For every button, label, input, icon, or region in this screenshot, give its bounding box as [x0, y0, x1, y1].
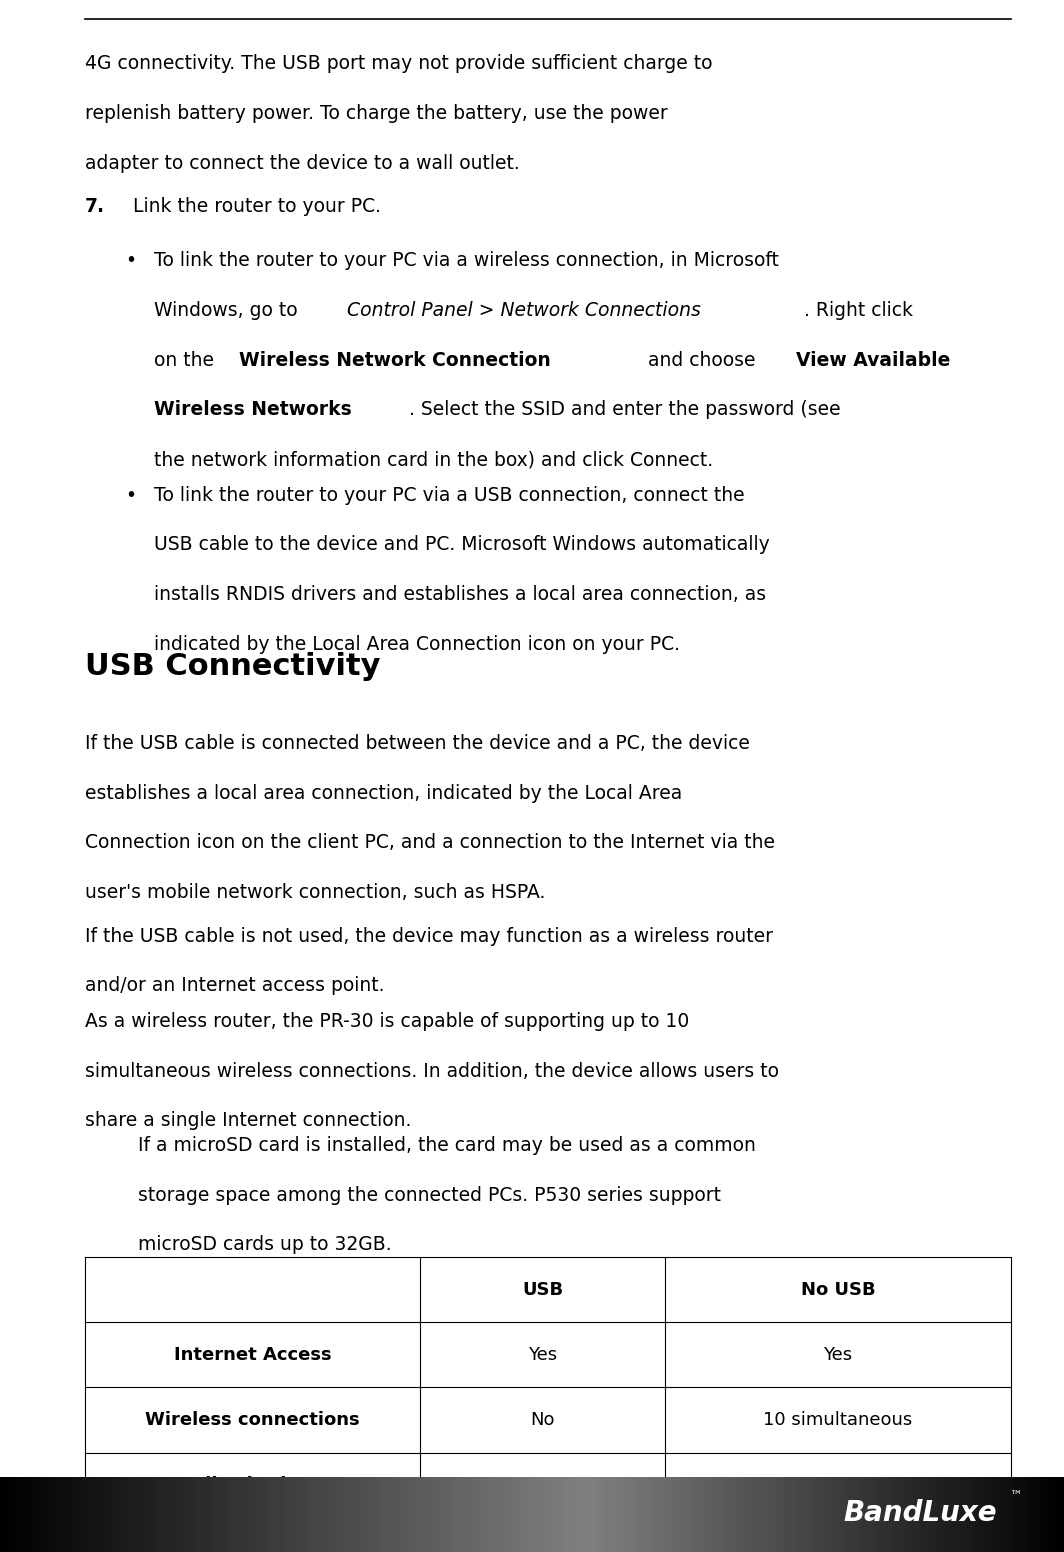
- Text: USB Connectivity: USB Connectivity: [85, 652, 381, 681]
- Text: Yes: Yes: [824, 1476, 852, 1495]
- Text: 10 simultaneous: 10 simultaneous: [763, 1411, 913, 1429]
- Text: If the USB cable is not used, the device may function as a wireless router: If the USB cable is not used, the device…: [85, 927, 774, 945]
- Text: storage space among the connected PCs. P530 series support: storage space among the connected PCs. P…: [138, 1186, 721, 1204]
- Text: on the: on the: [154, 351, 220, 369]
- Text: If the USB cable is connected between the device and a PC, the device: If the USB cable is connected between th…: [85, 734, 750, 753]
- Text: . Right click: . Right click: [803, 301, 913, 320]
- Text: BandLuxe: BandLuxe: [844, 1499, 997, 1527]
- Text: Wireless connections: Wireless connections: [146, 1411, 360, 1429]
- Text: If a microSD card is installed, the card may be used as a common: If a microSD card is installed, the card…: [138, 1136, 757, 1155]
- Text: and/or an Internet access point.: and/or an Internet access point.: [85, 976, 384, 995]
- Text: View Available: View Available: [796, 351, 950, 369]
- Text: To link the router to your PC via a USB connection, connect the: To link the router to your PC via a USB …: [154, 486, 745, 504]
- Text: Wireless Network Connection: Wireless Network Connection: [239, 351, 551, 369]
- Text: Link the router to your PC.: Link the router to your PC.: [133, 197, 381, 216]
- Text: user's mobile network connection, such as HSPA.: user's mobile network connection, such a…: [85, 883, 546, 902]
- Text: indicated by the Local Area Connection icon on your PC.: indicated by the Local Area Connection i…: [154, 635, 680, 653]
- Text: Internet Access: Internet Access: [173, 1346, 332, 1364]
- Text: •: •: [126, 251, 136, 270]
- Text: simultaneous wireless connections. In addition, the device allows users to: simultaneous wireless connections. In ad…: [85, 1062, 779, 1080]
- Text: installs RNDIS drivers and establishes a local area connection, as: installs RNDIS drivers and establishes a…: [154, 585, 766, 604]
- Text: To link the router to your PC via a wireless connection, in Microsoft: To link the router to your PC via a wire…: [154, 251, 779, 270]
- Text: USB: USB: [522, 1280, 563, 1299]
- Text: As a wireless router, the PR-30 is capable of supporting up to 10: As a wireless router, the PR-30 is capab…: [85, 1012, 689, 1031]
- Text: Connection icon on the client PC, and a connection to the Internet via the: Connection icon on the client PC, and a …: [85, 833, 775, 852]
- Text: Yes: Yes: [824, 1346, 852, 1364]
- Text: Yes: Yes: [528, 1476, 558, 1495]
- Text: the network information card in the box) and click Connect.: the network information card in the box)…: [154, 450, 713, 469]
- Text: Windows, go to: Windows, go to: [154, 301, 304, 320]
- Text: share a single Internet connection.: share a single Internet connection.: [85, 1111, 412, 1130]
- Text: USB cable to the device and PC. Microsoft Windows automatically: USB cable to the device and PC. Microsof…: [154, 535, 770, 554]
- Text: . Select the SSID and enter the password (see: . Select the SSID and enter the password…: [410, 400, 841, 419]
- Text: No USB: No USB: [800, 1280, 876, 1299]
- Text: establishes a local area connection, indicated by the Local Area: establishes a local area connection, ind…: [85, 784, 682, 802]
- Text: ™: ™: [1009, 1490, 1021, 1502]
- Text: Yes: Yes: [528, 1346, 558, 1364]
- Text: •: •: [126, 486, 136, 504]
- Text: Control Panel > Network Connections: Control Panel > Network Connections: [347, 301, 701, 320]
- Text: microSD cards up to 32GB.: microSD cards up to 32GB.: [138, 1235, 392, 1254]
- Text: 7.: 7.: [85, 197, 105, 216]
- Text: No: No: [530, 1411, 555, 1429]
- Text: File sharing: File sharing: [194, 1476, 312, 1495]
- Text: and choose: and choose: [642, 351, 761, 369]
- Text: 4G connectivity. The USB port may not provide sufficient charge to: 4G connectivity. The USB port may not pr…: [85, 54, 713, 73]
- Text: 3: 3: [85, 1509, 96, 1527]
- Text: adapter to connect the device to a wall outlet.: adapter to connect the device to a wall …: [85, 154, 520, 172]
- Text: Wireless Networks: Wireless Networks: [154, 400, 352, 419]
- Text: replenish battery power. To charge the battery, use the power: replenish battery power. To charge the b…: [85, 104, 668, 123]
